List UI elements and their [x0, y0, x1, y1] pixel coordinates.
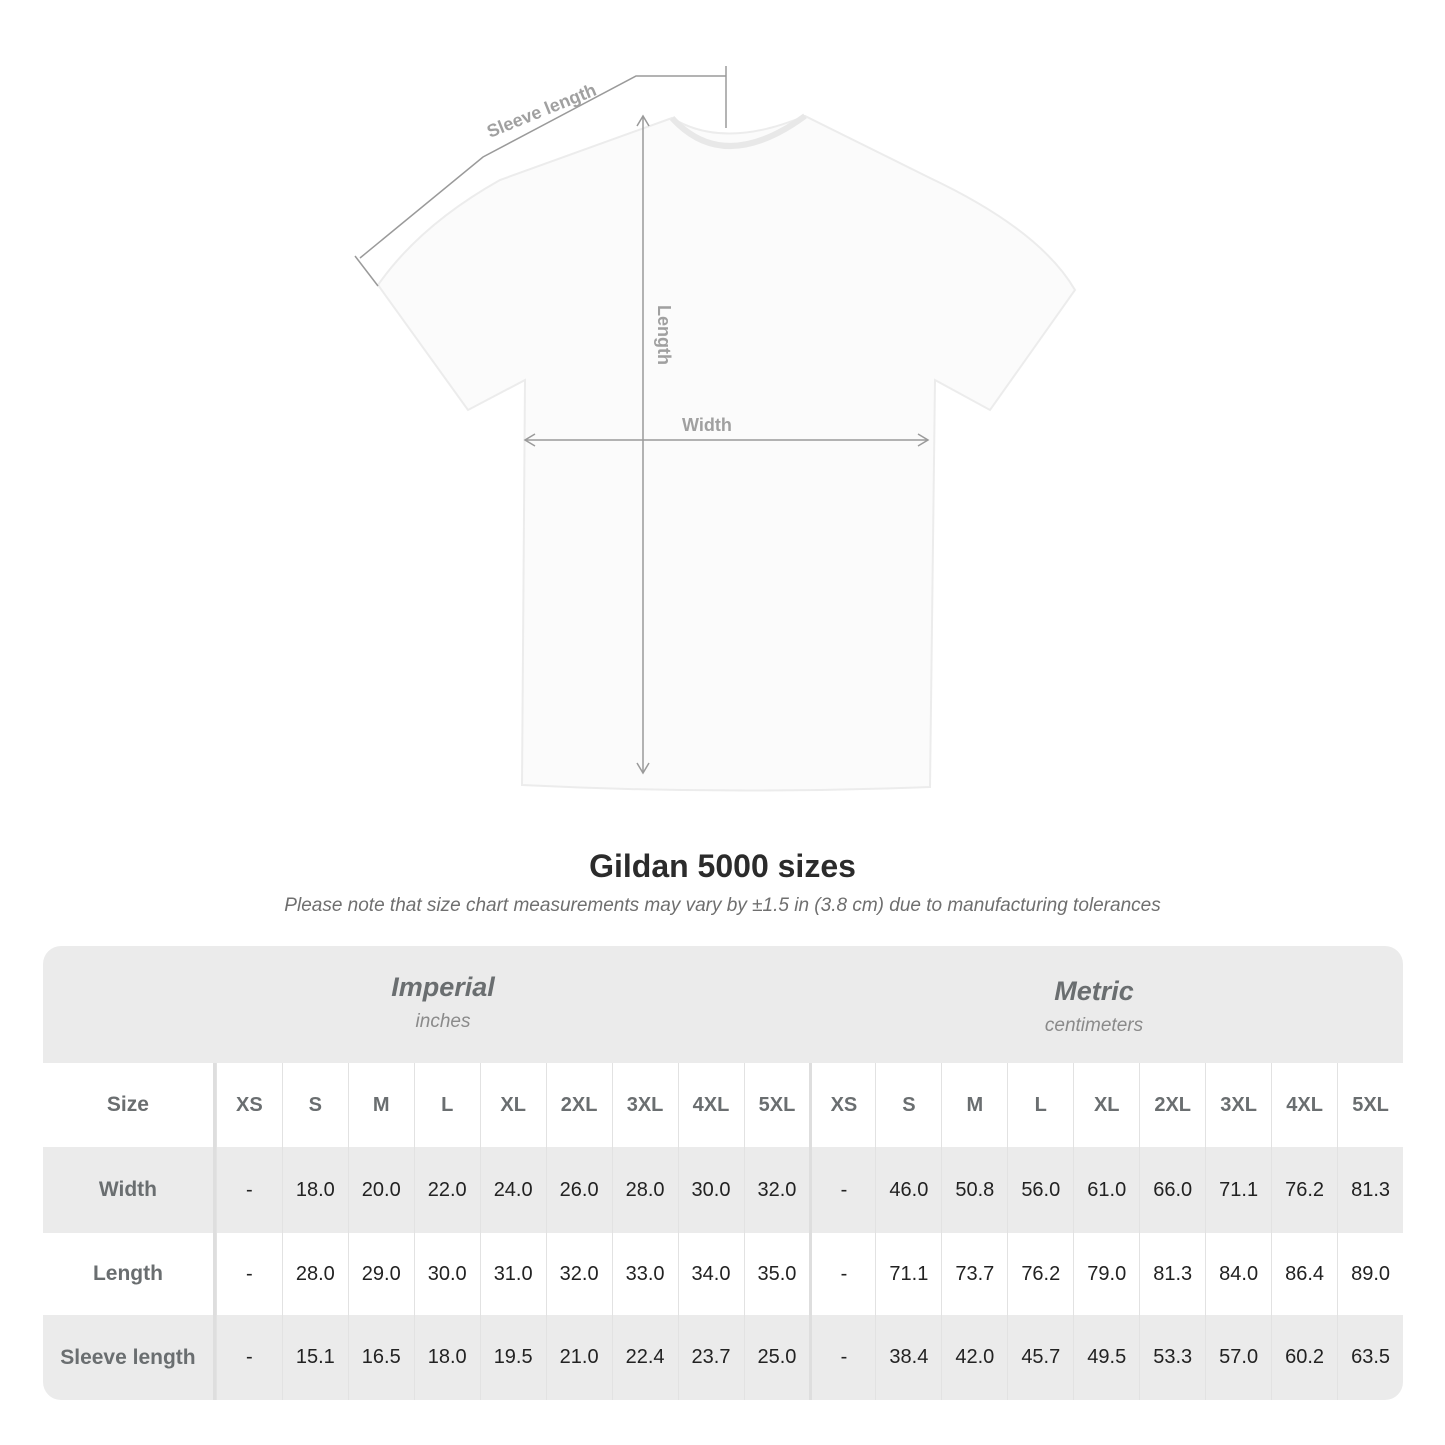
value-cell: 26.0	[545, 1147, 612, 1233]
value-cell: 30.0	[413, 1233, 480, 1315]
value-cell: -	[809, 1315, 875, 1400]
row-label: Size	[43, 1063, 216, 1147]
value-cell: 22.0	[413, 1147, 480, 1233]
value-cell: 18.0	[281, 1147, 348, 1233]
value-cell: 71.1	[1205, 1147, 1271, 1233]
width-label: Width	[682, 415, 732, 435]
sleeve-length-label: Sleeve length	[484, 80, 599, 142]
value-cell: 76.2	[1007, 1233, 1073, 1315]
value-cell: 71.1	[875, 1233, 941, 1315]
value-cell: 25.0	[743, 1315, 810, 1400]
value-cell: 76.2	[1271, 1147, 1337, 1233]
table-row: Sleeve length -15.1 16.5 18.0 19.5 21.0 22.4 23…	[43, 1315, 1403, 1400]
metric-title: Metric	[1054, 976, 1134, 1006]
size-header-cell: 4XL	[677, 1063, 744, 1147]
value-cell: 46.0	[875, 1147, 941, 1233]
size-table: Imperial inches Metric centimeters Size X…	[43, 946, 1403, 1400]
size-header-cell: L	[1007, 1063, 1073, 1147]
value-cell: 33.0	[611, 1233, 678, 1315]
value-cell: -	[215, 1147, 282, 1233]
value-cell: 22.4	[611, 1315, 678, 1400]
value-cell: 86.4	[1271, 1233, 1337, 1315]
unit-header-band	[43, 946, 1403, 1063]
value-cell: -	[809, 1233, 875, 1315]
table-row: Width -18.0 20.0 22.0 24.0 26.0 28.0 30.0 32.0-4…	[43, 1147, 1403, 1233]
size-header-cell: 3XL	[611, 1063, 678, 1147]
value-cell: 61.0	[1073, 1147, 1139, 1233]
value-cell: 56.0	[1007, 1147, 1073, 1233]
value-cell: 89.0	[1337, 1233, 1403, 1315]
value-cell: 57.0	[1205, 1315, 1271, 1400]
size-header-cell: S	[281, 1063, 348, 1147]
value-cell: 24.0	[479, 1147, 546, 1233]
value-cell: 84.0	[1205, 1233, 1271, 1315]
value-cell: 23.7	[677, 1315, 744, 1400]
size-header-cell: 4XL	[1271, 1063, 1337, 1147]
size-header-cell: XL	[1073, 1063, 1139, 1147]
length-label: Length	[654, 305, 674, 365]
tolerance-note: Please note that size chart measurements…	[284, 895, 1161, 916]
value-cell: 73.7	[941, 1233, 1007, 1315]
row-label: Width	[43, 1147, 216, 1233]
value-cell: 30.0	[677, 1147, 744, 1233]
value-cell: 16.5	[347, 1315, 414, 1400]
value-cell: 81.3	[1139, 1233, 1205, 1315]
value-cell: 66.0	[1139, 1147, 1205, 1233]
value-cell: 29.0	[347, 1233, 414, 1315]
value-cell: 50.8	[941, 1147, 1007, 1233]
value-cell: -	[215, 1233, 282, 1315]
value-cell: 34.0	[677, 1233, 744, 1315]
size-header-cell: S	[875, 1063, 941, 1147]
size-header-cell: 2XL	[1139, 1063, 1205, 1147]
size-header-cell: XS	[809, 1063, 875, 1147]
page-title: Gildan 5000 sizes	[589, 848, 856, 884]
value-cell: -	[809, 1147, 875, 1233]
imperial-title: Imperial	[391, 972, 495, 1002]
size-header-cell: M	[941, 1063, 1007, 1147]
value-cell: 31.0	[479, 1233, 546, 1315]
value-cell: 45.7	[1007, 1315, 1073, 1400]
size-header-cell: 5XL	[1337, 1063, 1403, 1147]
size-header-cell: 5XL	[743, 1063, 810, 1147]
value-cell: 81.3	[1337, 1147, 1403, 1233]
size-header-cell: 2XL	[545, 1063, 612, 1147]
value-cell: 18.0	[413, 1315, 480, 1400]
size-header-cell: M	[347, 1063, 414, 1147]
imperial-header: Imperial inches	[216, 972, 670, 1033]
value-cell: 20.0	[347, 1147, 414, 1233]
value-cell: 49.5	[1073, 1315, 1139, 1400]
tshirt-shape	[376, 114, 1077, 792]
value-cell: 79.0	[1073, 1233, 1139, 1315]
tshirt-diagram: Sleeve length Length Width	[354, 66, 1077, 792]
value-cell: 15.1	[281, 1315, 348, 1400]
value-cell: 19.5	[479, 1315, 546, 1400]
value-cell: 42.0	[941, 1315, 1007, 1400]
value-cell: 32.0	[743, 1147, 810, 1233]
imperial-unit: inches	[415, 1011, 471, 1032]
value-cell: 53.3	[1139, 1315, 1205, 1400]
value-cell: 63.5	[1337, 1315, 1403, 1400]
value-cell: 38.4	[875, 1315, 941, 1400]
value-cell: 28.0	[281, 1233, 348, 1315]
table-row: Length -28.0 29.0 30.0 31.0 32.0 33.0 34.0 35.0-…	[43, 1233, 1403, 1315]
size-header-row: Size XS S M L XL 2XL 3XL 4XL 5XL XS S M L XL 2XL 3XL 4XL 5…	[43, 1063, 1403, 1147]
value-cell: 21.0	[545, 1315, 612, 1400]
size-header-cell: L	[413, 1063, 480, 1147]
value-cell: 60.2	[1271, 1315, 1337, 1400]
size-header-cell: XL	[479, 1063, 546, 1147]
row-label: Length	[43, 1233, 216, 1315]
row-label: Sleeve length	[43, 1315, 216, 1400]
size-header-cell: XS	[215, 1063, 282, 1147]
value-cell: 35.0	[743, 1233, 810, 1315]
metric-header: Metric centimeters	[810, 976, 1378, 1037]
value-cell: -	[215, 1315, 282, 1400]
value-cell: 28.0	[611, 1147, 678, 1233]
metric-unit: centimeters	[1044, 1015, 1144, 1036]
size-header-cell: 3XL	[1205, 1063, 1271, 1147]
value-cell: 32.0	[545, 1233, 612, 1315]
